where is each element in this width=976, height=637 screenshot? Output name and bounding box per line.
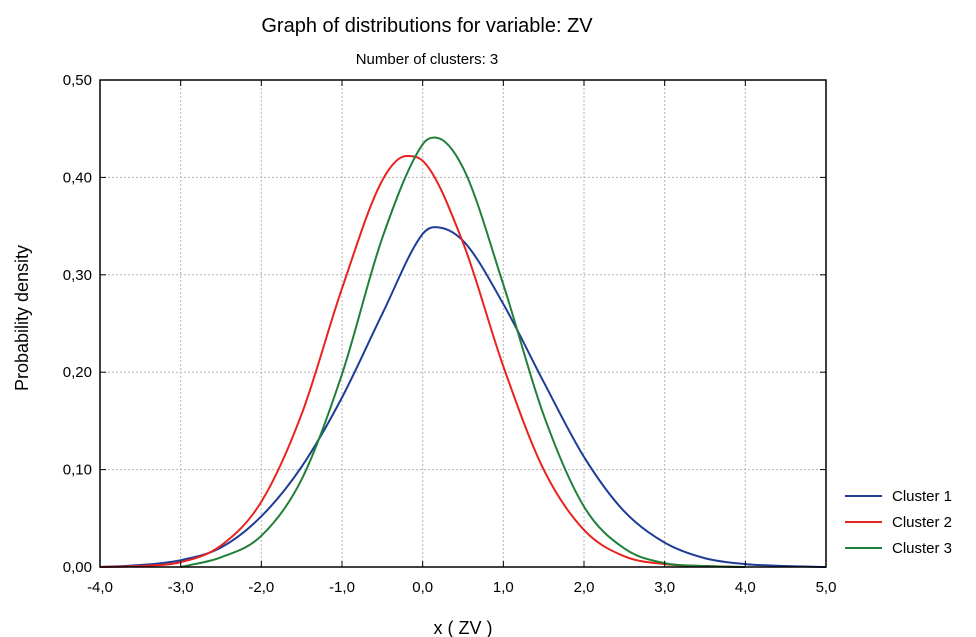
y-tick-label: 0,50 — [63, 72, 92, 89]
x-tick-label: -1,0 — [329, 579, 355, 596]
legend-label-cluster-3: Cluster 3 — [892, 540, 952, 557]
x-tick-label: 4,0 — [735, 579, 756, 596]
chart-title: Graph of distributions for variable: ZV — [261, 15, 593, 37]
tick-layer: -4,0 -3,0 -2,0 -1,0 0,0 1,0 2,0 3,0 4,0 5,0 0,00 0,… — [63, 72, 837, 596]
y-tick-label: 0,40 — [63, 169, 92, 186]
y-axis-label: Probability density — [12, 245, 32, 391]
legend-label-cluster-2: Cluster 2 — [892, 514, 952, 531]
x-tick-label: 5,0 — [816, 579, 837, 596]
x-tick-label: 0,0 — [412, 579, 433, 596]
grid-lines — [100, 80, 826, 567]
plot-frame — [99, 79, 827, 568]
x-tick-label: -4,0 — [87, 579, 113, 596]
x-tick-label: 2,0 — [574, 579, 595, 596]
x-tick-label: -2,0 — [248, 579, 274, 596]
y-tick-label: 0,00 — [63, 559, 92, 576]
legend-label-cluster-1: Cluster 1 — [892, 488, 952, 505]
chart-subtitle: Number of clusters: 3 — [356, 51, 499, 68]
series-line-cluster-3 — [180, 136, 746, 568]
legend: Cluster 1 Cluster 2 Cluster 3 — [845, 488, 952, 557]
y-tick-label: 0,20 — [63, 364, 92, 381]
y-tick-label: 0,30 — [63, 267, 92, 284]
series-line-cluster-1 — [99, 226, 827, 568]
x-axis-label: x ( ZV ) — [434, 618, 493, 637]
y-tick-label: 0,10 — [63, 462, 92, 479]
series-layer — [99, 136, 827, 568]
x-tick-label: 1,0 — [493, 579, 514, 596]
x-tick-label: -3,0 — [168, 579, 194, 596]
x-tick-label: 3,0 — [654, 579, 675, 596]
